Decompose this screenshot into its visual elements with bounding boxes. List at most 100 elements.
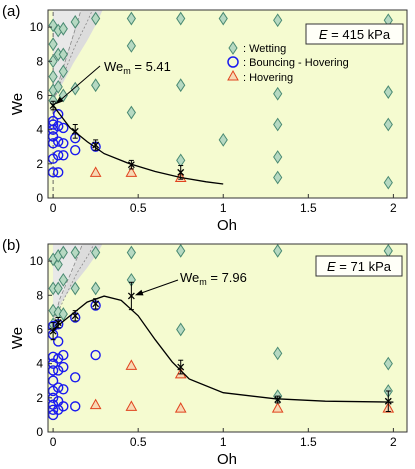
wetting-point-a-6 [53,80,63,94]
x-tick-label-b-3: 1.5 [300,435,317,449]
wetting-point-b-23 [383,356,393,371]
x-tick-label-a-0: 0 [50,201,57,215]
x-tick-label-b-0: 0 [50,435,57,449]
x-axis-label-b: Oh [217,451,237,468]
wetting-point-b-6 [53,257,63,272]
hovering-point-a-0 [89,166,102,177]
wetting-point-a-14 [70,15,80,29]
annotation-text-b: Wem = 7.96 [180,270,247,287]
bouncing-hovering-point-b-5 [48,375,59,386]
axes-box-b [47,243,408,433]
wetting-point-a-11 [58,47,68,62]
hovering-point-b-2 [125,400,138,411]
bouncing-hovering-point-b-16 [53,336,64,347]
wetting-point-a-24 [218,11,228,26]
bouncing-hovering-point-a-8 [53,150,64,161]
wetting-point-b-18 [176,244,186,258]
wetting-point-a-21 [176,78,186,93]
bouncing-hovering-point-b-15 [53,353,64,364]
wetting-point-a-27 [273,117,283,132]
shaded-boundary-line-a2 [52,10,93,103]
panel-b: 0 0.5 1 1.5 2 0 2 4 6 8 10 (b) We Oh E = 71 kPa We… [2,237,408,468]
wetting-point-a-16 [91,11,101,26]
y-axis-label-b: We [9,327,26,349]
threshold-point-b-3 [92,300,100,308]
x-tick-label-a-4: 2 [390,201,397,215]
annotation-arrow-b [140,279,179,294]
x-tick-label-a-1: 0.5 [130,201,147,215]
annotation-arrow-a [59,65,101,101]
bouncing-hovering-point-b-14 [53,365,64,376]
wetting-point-a-12 [58,21,68,36]
annotation-sub-a: m [123,66,131,76]
threshold-point-b-7 [384,397,392,405]
annotation-rest-b: = 7.96 [207,270,247,285]
wetting-point-a-22 [176,11,186,26]
threshold-point-a-3 [127,161,135,169]
box-label-text-b: E = 71 kPa [327,259,392,274]
threshold-point-a-4 [177,168,185,176]
wetting-point-a-10 [58,64,68,79]
hovering-point-b-4 [174,402,187,413]
annotation-arrowhead-b [134,289,144,296]
fit-layer-b [49,281,394,412]
annotation-a: Wem = 5.41 [55,59,171,105]
bouncing-hovering-point-a-15 [70,144,81,156]
shaded-boundary-line-b1 [52,244,83,323]
fit-curve-b [52,295,394,403]
bouncing-hovering-point-b-20 [58,361,69,373]
y-axis-label-a: We [9,93,26,115]
wetting-point-b-11 [70,281,80,296]
annotation-text-a: Wem = 5.41 [104,59,171,76]
annotation-arrowhead-a [55,96,64,105]
wetting-point-a-31 [383,117,393,132]
box-label-b: E = 71 kPa [315,255,403,277]
box-label-frame-a [305,23,404,45]
hovering-point-b-1 [125,359,138,370]
bouncing-hovering-point-a-9 [53,136,64,147]
bouncing-hovering-point-a-2 [48,138,59,149]
bouncing-hovering-point-a-0 [48,167,59,178]
y-tick-label-b-0: 0 [36,425,43,439]
wetting-point-b-9 [58,272,68,287]
wetting-point-a-30 [383,175,393,190]
y-tick-label-b-5: 10 [30,254,44,268]
ticks-a: 0 0.5 1 1.5 2 0 2 4 6 8 10 [30,20,397,215]
wetting-point-a-32 [383,85,393,99]
panel-label-a: (a) [2,3,20,20]
x-tick-label-b-4: 2 [390,435,397,449]
annotation-main-b: We [180,270,199,285]
wetting-point-b-14 [91,245,101,260]
bouncing-hovering-point-b-21 [58,349,69,361]
legend-marker-bouncing [227,56,239,68]
bouncing-hovering-point-b-8 [48,351,59,362]
legend: : Wetting : Bouncing - Hovering : Hoveri… [227,41,349,84]
bouncing-hovering-point-b-18 [58,401,69,412]
legend-label-wetting: : Wetting [243,43,286,55]
wetting-point-a-9 [58,88,68,103]
y-tick-label-a-4: 8 [36,54,43,68]
hovering-point-b-0 [89,398,102,410]
legend-label-bouncing: : Bouncing - Hovering [243,57,349,69]
bouncing-hovering-point-b-23 [70,372,81,383]
box-label-var-a: E [319,27,328,42]
threshold-point-b-6 [274,396,282,403]
bouncing-hovering-point-b-4 [48,385,59,397]
wetting-point-b-13 [91,281,101,296]
bouncing-hovering-point-a-10 [53,121,64,132]
hovering-point-a-1 [125,166,138,177]
y-tick-label-b-2: 4 [36,357,43,371]
bouncing-hovering-point-b-22 [70,401,81,412]
legend-entry-hovering: : Hovering [227,69,293,84]
box-label-var-b: E [327,259,336,274]
wetting-point-a-4 [48,37,58,52]
x-tick-label-b-2: 1 [220,435,227,449]
threshold-point-b-5 [177,363,185,371]
x-tick-label-a-2: 1 [220,201,227,215]
box-label-a: E = 415 kPa [305,23,404,45]
wetting-point-b-12 [70,245,80,260]
bouncing-hovering-point-a-7 [53,167,64,178]
wetting-point-a-3 [48,54,58,69]
bouncing-hovering-point-a-11 [53,109,64,120]
wetting-point-a-2 [48,69,58,84]
